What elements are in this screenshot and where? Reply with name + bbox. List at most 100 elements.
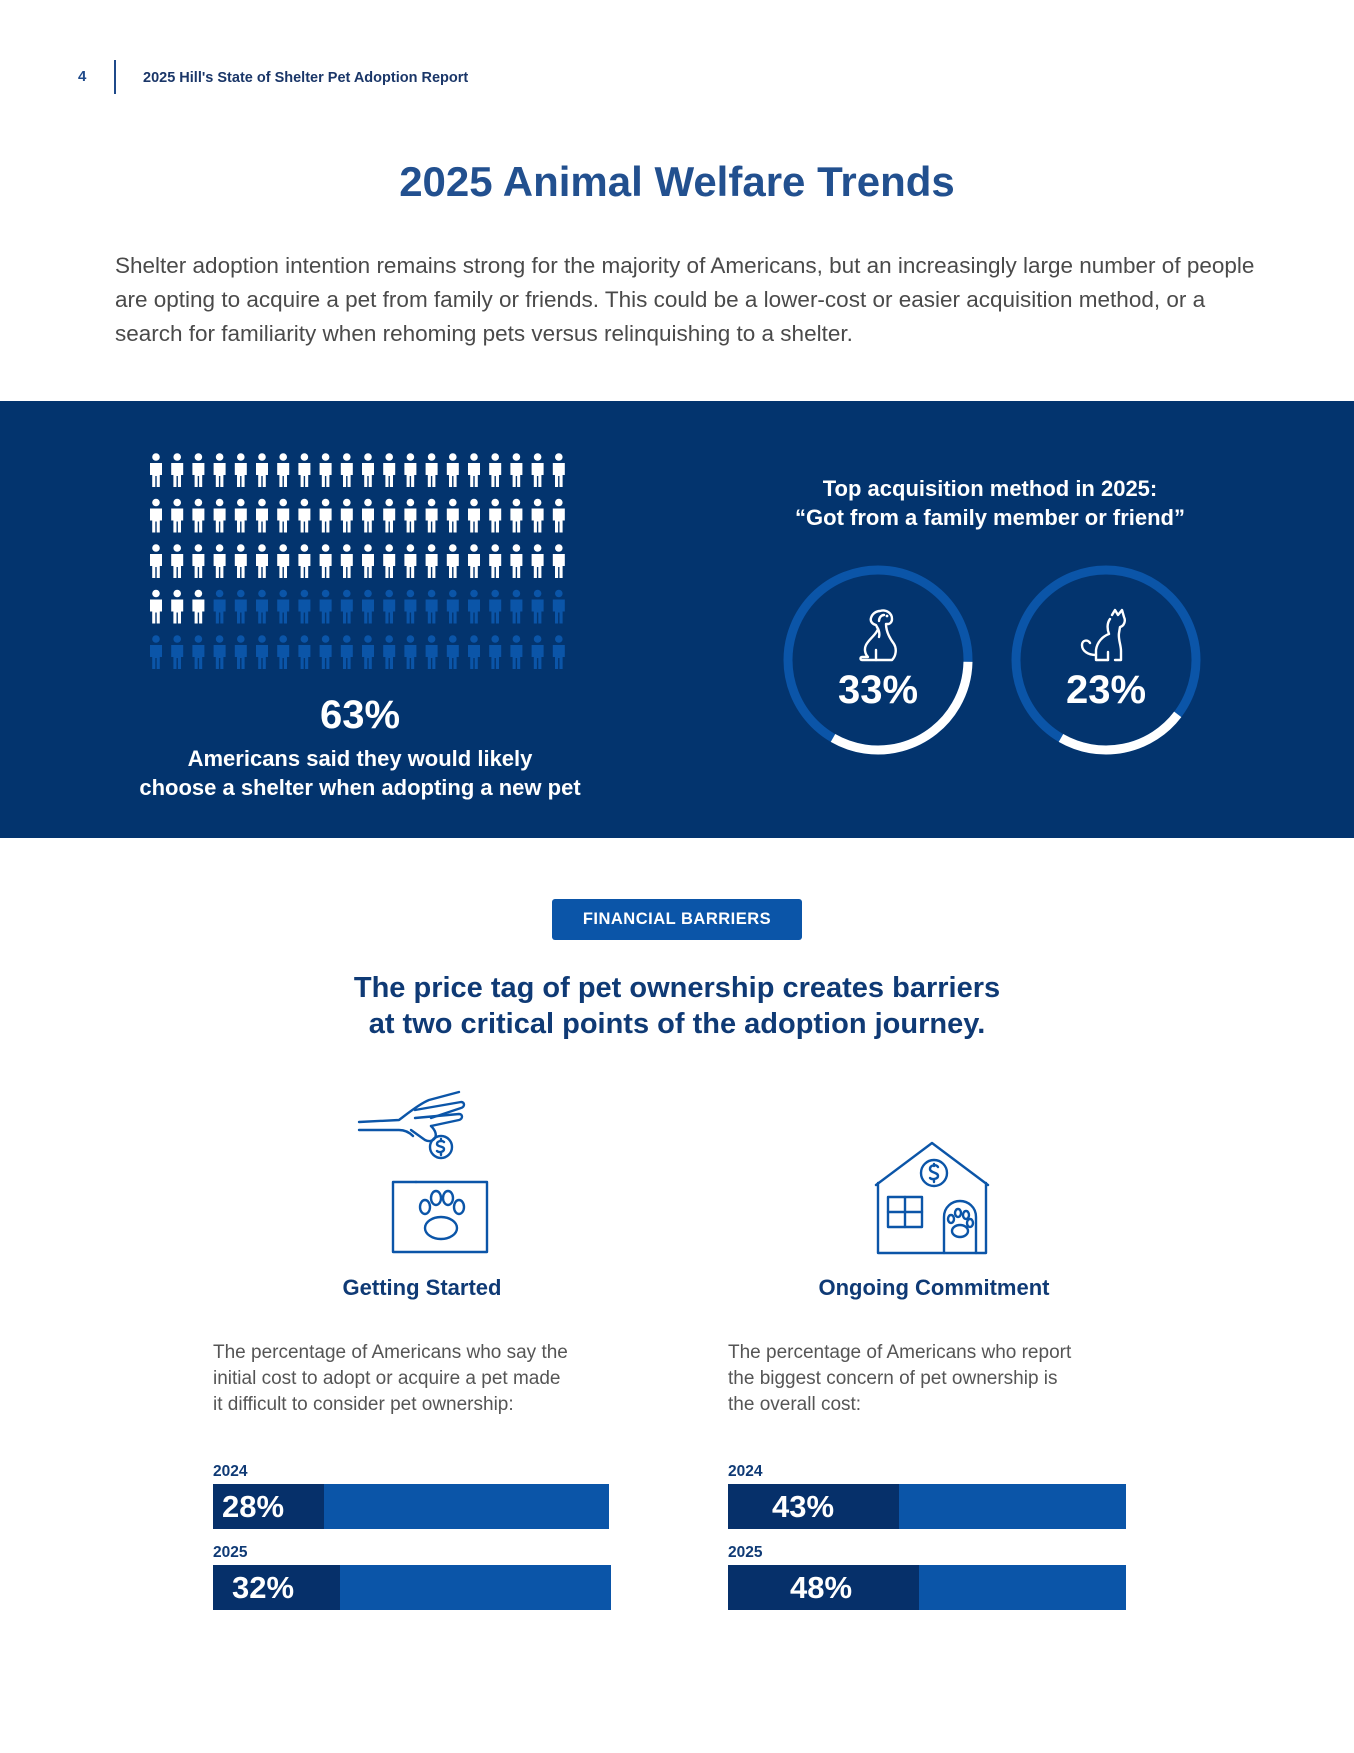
person-icon <box>489 498 502 533</box>
ongoing-commitment-desc: The percentage of Americans who report t… <box>728 1340 1148 1418</box>
person-icon <box>489 544 502 578</box>
person-icon <box>298 589 311 624</box>
person-icon <box>362 544 374 578</box>
person-icon <box>192 635 205 669</box>
person-icon <box>552 589 565 624</box>
financial-headline: The price tag of pet ownership creates b… <box>0 970 1354 1042</box>
person-icon <box>150 544 162 578</box>
person-icon <box>171 453 184 487</box>
person-icon <box>256 498 268 533</box>
person-icon <box>489 589 502 624</box>
page-title: 2025 Animal Welfare Trends <box>399 158 955 205</box>
page-number: 4 <box>78 68 87 85</box>
person-icon <box>319 589 332 624</box>
shelter-stat-caption-line2: choose a shelter when adopting a new pet <box>139 775 581 800</box>
report-title: 2025 Hill's State of Shelter Pet Adoptio… <box>143 70 469 86</box>
ongoing-commitment-bar-2024: 43% <box>728 1484 1126 1529</box>
ongoing-commitment-year-2024: 2024 <box>728 1463 763 1480</box>
person-icon <box>383 635 396 669</box>
person-icon <box>234 589 247 624</box>
person-icon <box>256 544 268 578</box>
person-icon <box>383 589 396 624</box>
person-icon <box>340 498 353 533</box>
person-icon <box>531 544 544 578</box>
ongoing-commitment-desc-line1: The percentage of Americans who report <box>728 1342 1072 1363</box>
getting-started-year-2024: 2024 <box>213 1463 248 1480</box>
person-icon <box>446 498 459 533</box>
person-icon <box>277 453 290 487</box>
person-icon <box>277 635 290 669</box>
person-icon <box>340 544 353 578</box>
person-icon <box>425 498 438 533</box>
person-icon <box>510 544 523 578</box>
person-icon <box>510 589 523 624</box>
person-icon <box>150 498 162 533</box>
person-icon <box>404 544 417 578</box>
person-icon <box>213 635 226 669</box>
person-icon <box>171 498 184 533</box>
getting-started-bar-2025: 32% <box>213 1565 611 1610</box>
getting-started-bar-2025-value: 32% <box>232 1570 295 1605</box>
person-icon <box>298 544 311 578</box>
person-icon <box>277 498 290 533</box>
person-icon <box>404 635 417 669</box>
person-icon <box>404 589 417 624</box>
dog-icon <box>859 609 897 662</box>
financial-headline-line2: at two critical points of the adoption j… <box>368 1008 986 1040</box>
person-icon <box>171 589 184 624</box>
person-icon <box>171 544 184 578</box>
person-icon <box>340 635 353 669</box>
person-icon <box>213 589 226 624</box>
person-icon <box>552 635 565 669</box>
person-icon <box>531 635 544 669</box>
person-icon <box>446 635 459 669</box>
person-icon <box>234 635 247 669</box>
ongoing-commitment-desc-line3: the overall cost: <box>728 1394 862 1415</box>
ongoing-commitment-bar-2025-value: 48% <box>790 1570 853 1605</box>
person-icon <box>256 589 268 624</box>
person-icon <box>256 635 268 669</box>
person-icon <box>467 544 480 578</box>
cat-ring-value: 23% <box>1065 668 1147 712</box>
getting-started-desc-line3: it difficult to consider pet ownership: <box>213 1394 514 1415</box>
person-icon <box>446 453 459 487</box>
person-icon <box>489 453 502 487</box>
getting-started-bar-2024-value: 28% <box>222 1489 285 1524</box>
person-icon <box>467 589 480 624</box>
dog-ring-value: 33% <box>837 668 919 712</box>
person-icon <box>362 635 374 669</box>
person-icon <box>234 453 247 487</box>
ongoing-commitment-bar-2024-value: 43% <box>772 1489 835 1524</box>
cat-ring: 23% <box>1006 560 1206 760</box>
person-icon <box>298 453 311 487</box>
person-icon <box>362 453 374 487</box>
getting-started-title: Getting Started <box>342 1275 502 1300</box>
person-icon <box>552 544 565 578</box>
acquisition-heading: Top acquisition method in 2025: “Got fro… <box>730 474 1250 532</box>
person-icon <box>277 544 290 578</box>
person-icon <box>489 635 502 669</box>
person-icon <box>552 453 565 487</box>
getting-started-desc-line2: initial cost to adopt or acquire a pet m… <box>213 1368 561 1389</box>
person-icon <box>256 453 268 487</box>
ongoing-commitment-bar-2025-fill <box>728 1565 920 1610</box>
person-icon <box>213 453 226 487</box>
person-icon <box>213 498 226 533</box>
person-icon <box>192 589 205 624</box>
person-icon <box>319 544 332 578</box>
person-icon <box>192 498 205 533</box>
person-icon <box>171 635 184 669</box>
financial-headline-line1: The price tag of pet ownership creates b… <box>353 972 1001 1004</box>
person-icon <box>467 453 480 487</box>
header-divider <box>114 60 116 94</box>
person-icon <box>383 453 396 487</box>
house-coin-paw-icon <box>874 1141 990 1255</box>
shelter-stat-value: 63% <box>319 693 401 737</box>
person-icon <box>510 453 523 487</box>
person-icon <box>150 453 162 487</box>
ongoing-commitment-year-2025: 2025 <box>728 1544 763 1561</box>
person-icon <box>213 544 226 578</box>
ongoing-commitment-desc-line2: the biggest concern of pet ownership is <box>728 1368 1058 1389</box>
getting-started-desc-line1: The percentage of Americans who say the <box>213 1342 568 1363</box>
person-icon <box>192 453 205 487</box>
